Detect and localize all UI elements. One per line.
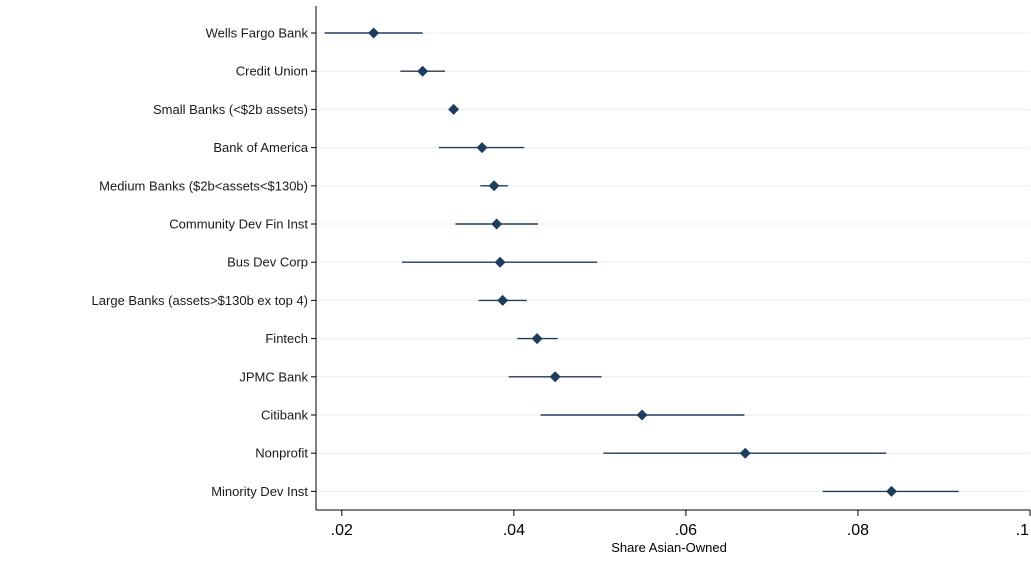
category-label: Large Banks (assets>$130b ex top 4) — [92, 293, 308, 308]
point-marker — [549, 371, 561, 383]
x-axis-title: Share Asian-Owned — [611, 540, 727, 555]
point-marker — [488, 180, 500, 192]
x-tick-label: .02 — [331, 522, 353, 539]
x-tick-label: .08 — [847, 522, 869, 539]
category-label: Fintech — [265, 331, 308, 346]
category-label: Credit Union — [236, 64, 308, 79]
x-tick-label: .06 — [675, 522, 697, 539]
point-marker — [531, 333, 543, 345]
category-label: Bank of America — [213, 140, 308, 155]
point-marker — [368, 27, 380, 39]
point-marker — [476, 142, 488, 154]
category-label: Citibank — [261, 408, 308, 423]
x-tick-label: .1 — [1016, 522, 1029, 539]
point-marker — [739, 447, 751, 459]
category-labels: Wells Fargo Bank Credit Union Small Banks … — [92, 26, 316, 499]
point-marker — [636, 409, 648, 421]
category-label: Nonprofit — [255, 446, 308, 461]
point-marker — [448, 103, 460, 115]
point-marker — [494, 256, 506, 268]
point-estimates — [368, 27, 898, 497]
point-marker — [497, 294, 509, 306]
point-marker — [491, 218, 503, 230]
point-marker — [417, 65, 429, 77]
category-label: JPMC Bank — [239, 369, 308, 384]
category-label: Wells Fargo Bank — [206, 26, 309, 41]
category-label: Medium Banks ($2b<assets<$130b) — [99, 178, 308, 193]
category-label: Community Dev Fin Inst — [169, 217, 308, 232]
x-axis-ticks: .02 .04 .06 .08 .1 — [331, 510, 1031, 539]
category-label: Minority Dev Inst — [211, 484, 308, 499]
point-marker — [886, 485, 898, 497]
category-label: Bus Dev Corp — [227, 255, 308, 270]
axes — [315, 6, 1030, 511]
x-tick-label: .04 — [503, 522, 525, 539]
category-label: Small Banks (<$2b assets) — [153, 102, 308, 117]
